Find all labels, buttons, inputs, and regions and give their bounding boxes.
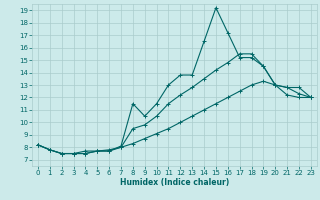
- X-axis label: Humidex (Indice chaleur): Humidex (Indice chaleur): [120, 178, 229, 187]
